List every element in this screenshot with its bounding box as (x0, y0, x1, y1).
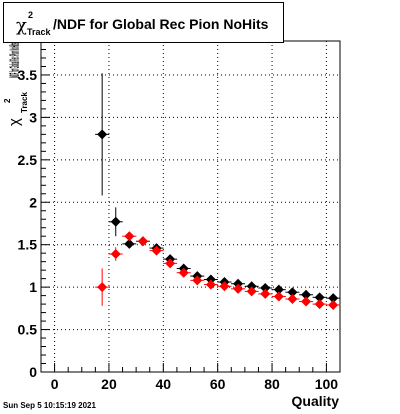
y-tick-label: 2 (29, 194, 37, 210)
diamond-marker (178, 267, 189, 278)
data-point (312, 292, 327, 303)
diamond-marker (314, 292, 325, 303)
diamond-marker (287, 294, 298, 305)
data-point (244, 286, 259, 297)
data-point (190, 275, 205, 286)
y-tick-label: 1 (29, 279, 37, 295)
y-tick-label: 0 (29, 364, 37, 380)
data-point (326, 293, 341, 304)
x-tick-label: 100 (315, 376, 339, 392)
x-tick-label: 60 (210, 376, 226, 392)
data-point (326, 299, 341, 310)
data-point (176, 267, 191, 278)
diamond-marker (246, 281, 257, 292)
x-tick-label: 40 (156, 376, 172, 392)
diamond-marker (260, 288, 271, 299)
diamond-marker (301, 296, 312, 307)
diamond-marker (97, 129, 108, 140)
x-tick-label: 80 (264, 376, 280, 392)
diamond-marker (165, 258, 176, 269)
diamond-marker (205, 279, 216, 290)
y-tick-label: 3.5 (18, 67, 38, 83)
y-axis-label-text: /NDF for Global Rec Pion NoHits (6, 43, 22, 78)
data-point (163, 258, 178, 269)
y-axis-label-sub: Track (20, 92, 29, 113)
chart-title: /NDF for Global Rec Pion NoHits (53, 16, 269, 32)
title-subscript: Track (27, 27, 51, 37)
diamond-marker (260, 282, 271, 293)
data-point (231, 278, 246, 289)
title-chi-symbol: χ (16, 15, 27, 36)
diamond-marker (124, 238, 135, 249)
diamond-marker (151, 245, 162, 256)
data-point (312, 299, 327, 310)
plot-frame (40, 40, 341, 373)
y-axis-label-symbol: χ (6, 118, 23, 126)
diamond-marker (124, 231, 135, 242)
data-point (217, 281, 232, 292)
y-tick-label: 0.5 (18, 322, 38, 338)
diamond-marker (273, 284, 284, 295)
chart-title-box: χ 2 Track /NDF for Global Rec Pion NoHit… (3, 2, 284, 43)
diamond-marker (328, 293, 339, 304)
title-superscript: 2 (28, 10, 34, 20)
data-point (271, 291, 286, 302)
diamond-marker (192, 275, 203, 286)
diamond-marker (273, 291, 284, 302)
diamond-marker (314, 299, 325, 310)
y-tick-label: 1.5 (18, 237, 38, 253)
diamond-marker (110, 216, 121, 227)
data-point (108, 247, 123, 261)
data-point (108, 207, 123, 237)
diamond-marker (110, 249, 121, 260)
diamond-marker (97, 282, 108, 293)
grid-lines (41, 41, 340, 372)
data-point (135, 236, 150, 247)
data-point (299, 296, 314, 307)
diamond-marker (233, 283, 244, 294)
diamond-marker (328, 299, 339, 310)
x-axis-label: Quality (292, 393, 340, 409)
data-points (95, 73, 341, 310)
data-point (285, 294, 300, 305)
x-tick-label: 0 (51, 376, 59, 392)
diamond-marker (287, 287, 298, 298)
diamond-marker (219, 281, 230, 292)
diamond-marker (205, 274, 216, 285)
data-point (95, 268, 110, 306)
data-point (299, 289, 314, 300)
diamond-marker (246, 286, 257, 297)
diamond-marker (301, 289, 312, 300)
x-tick-label: 20 (101, 376, 117, 392)
diamond-marker (233, 278, 244, 289)
data-point (285, 287, 300, 298)
y-tick-label: 3 (29, 109, 37, 125)
data-point (271, 284, 286, 295)
y-axis-label-sup: 2 (3, 98, 12, 103)
data-point (203, 274, 218, 285)
data-point (95, 73, 110, 196)
timestamp-footer: Sun Sep 5 10:15:19 2021 (3, 401, 96, 410)
data-point (258, 288, 273, 299)
data-point (122, 231, 137, 242)
data-point (231, 283, 246, 294)
y-tick-label: 2.5 (18, 152, 38, 168)
axes: 0 20 40 60 80 100 0 0.5 1 1.5 2 2.5 3 3.5 (18, 48, 339, 392)
data-point (149, 245, 164, 256)
diamond-marker (137, 236, 148, 247)
data-point (203, 279, 218, 290)
